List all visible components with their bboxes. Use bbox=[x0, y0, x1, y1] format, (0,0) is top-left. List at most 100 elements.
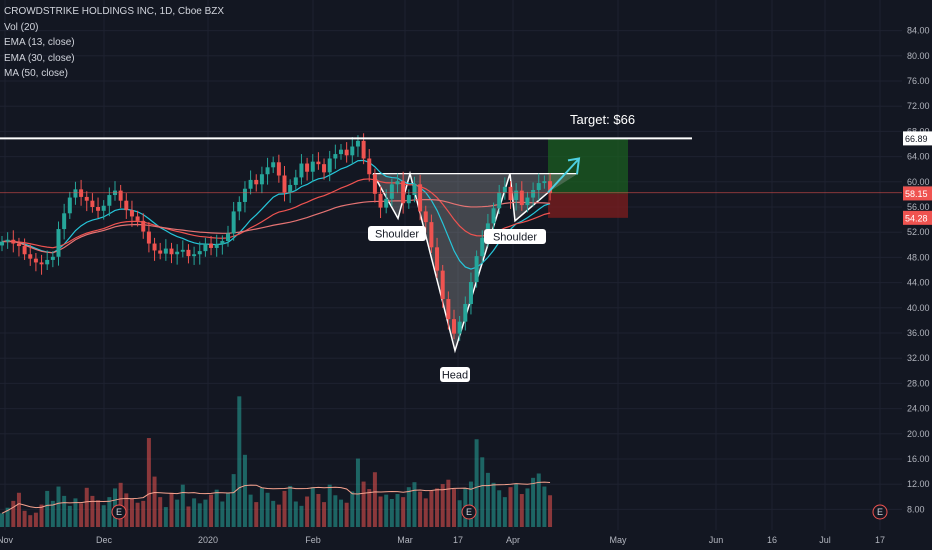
volume-bar bbox=[519, 494, 524, 527]
volume-bar bbox=[372, 472, 377, 527]
volume-bar bbox=[514, 483, 519, 527]
head-label-bg bbox=[440, 367, 470, 382]
candle-body bbox=[271, 162, 276, 168]
volume-bar bbox=[28, 515, 33, 527]
candle-body bbox=[542, 181, 547, 184]
candle-body bbox=[50, 256, 55, 260]
legend-ema13[interactable]: EMA (13, close) bbox=[4, 37, 75, 48]
candle-body bbox=[16, 243, 21, 247]
candle-body bbox=[39, 262, 44, 265]
price-axis[interactable]: 84.0080.0076.0072.0068.0064.0060.0056.00… bbox=[903, 26, 932, 515]
volume-bar bbox=[367, 489, 372, 527]
x-tick-label: Jun bbox=[709, 535, 724, 545]
candle-body bbox=[327, 158, 332, 173]
volume-bar bbox=[197, 503, 202, 527]
earnings-circle[interactable] bbox=[111, 504, 127, 520]
candle-body bbox=[429, 222, 434, 248]
volume-bar bbox=[90, 495, 95, 527]
x-tick-label: 17 bbox=[453, 535, 463, 545]
earnings-marker[interactable]: E bbox=[872, 504, 888, 520]
earnings-text: E bbox=[466, 507, 472, 517]
candle-body bbox=[372, 174, 377, 194]
legend-ema30[interactable]: EMA (30, close) bbox=[4, 52, 75, 64]
earnings-text: E bbox=[116, 507, 122, 517]
y-tick-label: 24.00 bbox=[907, 404, 930, 414]
candle-body bbox=[350, 146, 355, 156]
price-badge-stop-bg bbox=[903, 210, 932, 225]
volume-bar bbox=[226, 492, 230, 527]
candle-body bbox=[28, 254, 33, 259]
candle-body bbox=[508, 186, 513, 201]
price-badge-entry: 58.15 bbox=[903, 186, 932, 201]
legend-symbol[interactable]: CROWDSTRIKE HOLDINGS INC, 1D, Cboe BZX bbox=[4, 6, 225, 17]
candle-body bbox=[96, 207, 101, 211]
candle-body bbox=[180, 249, 185, 252]
shoulder-right-label: Shoulder bbox=[484, 229, 546, 244]
earnings-circle[interactable] bbox=[461, 504, 477, 520]
candle-body bbox=[310, 161, 315, 172]
volume-bar bbox=[84, 487, 89, 527]
volume-bar bbox=[361, 481, 366, 527]
candle-body bbox=[480, 237, 485, 257]
candle-body bbox=[339, 149, 343, 155]
legend-ma50[interactable]: MA (50, close) bbox=[4, 68, 68, 79]
volume-bar bbox=[384, 494, 389, 527]
candle-body bbox=[226, 233, 230, 242]
stop-zone bbox=[548, 193, 628, 218]
candle-body bbox=[412, 184, 417, 196]
y-tick-label: 60.00 bbox=[907, 177, 930, 187]
candle-body bbox=[468, 281, 473, 305]
shoulder-left-label: Shoulder bbox=[368, 226, 426, 241]
candle-body bbox=[276, 162, 281, 176]
volume-bar bbox=[152, 476, 157, 527]
candle-body bbox=[45, 259, 50, 265]
volume-bar bbox=[169, 492, 174, 527]
candle-body bbox=[22, 246, 27, 255]
volume-ma-line bbox=[1, 481, 551, 514]
volume-bar bbox=[237, 396, 242, 527]
volume-bar bbox=[508, 487, 513, 527]
price-badge-high-text: 66.89 bbox=[905, 134, 928, 144]
volume-bar bbox=[525, 488, 530, 527]
candle-body bbox=[440, 270, 445, 299]
candle-body bbox=[0, 241, 4, 246]
volume-bar bbox=[214, 489, 219, 527]
legend-vol[interactable]: Vol (20) bbox=[4, 21, 39, 33]
y-tick-label: 76.00 bbox=[907, 76, 930, 86]
y-tick-label: 52.00 bbox=[907, 227, 930, 237]
earnings-circle[interactable] bbox=[872, 504, 888, 520]
target-zone bbox=[548, 138, 628, 194]
candle-body bbox=[463, 304, 468, 322]
price-badge-stop: 54.28 bbox=[903, 210, 932, 225]
earnings-marker[interactable]: E bbox=[461, 504, 477, 520]
head-label-text: Head bbox=[442, 370, 468, 382]
candle-body bbox=[259, 174, 264, 185]
shoulder-left-label-text: Shoulder bbox=[375, 229, 419, 241]
candle-body bbox=[248, 179, 253, 189]
time-axis[interactable]: Nov Dec 2020 Feb Mar 17 Apr May Jun 16 Jul 17 bbox=[0, 535, 885, 545]
earnings-marker[interactable]: E bbox=[111, 504, 127, 520]
volume-bar bbox=[542, 486, 547, 527]
candle-body bbox=[62, 213, 67, 230]
volume-bar bbox=[288, 485, 293, 527]
volume-bar bbox=[276, 504, 281, 527]
x-tick-label: May bbox=[609, 535, 627, 545]
volume-bar bbox=[333, 495, 338, 527]
candle-body bbox=[135, 216, 140, 221]
candle-body bbox=[79, 189, 84, 197]
volume-bar bbox=[355, 458, 360, 527]
volume-bar bbox=[22, 510, 27, 527]
candle-body bbox=[209, 243, 214, 248]
volume-bar bbox=[497, 490, 502, 527]
volume-bar bbox=[192, 498, 197, 527]
y-tick-label: 80.00 bbox=[907, 51, 930, 61]
volume-bar bbox=[209, 494, 214, 527]
volume-bar bbox=[344, 502, 349, 527]
candle-body bbox=[203, 243, 208, 252]
candle-body bbox=[316, 161, 321, 165]
volume-bar bbox=[401, 497, 406, 527]
volume-bar bbox=[310, 487, 315, 527]
candle-body bbox=[237, 201, 242, 212]
candle-body bbox=[175, 251, 180, 255]
